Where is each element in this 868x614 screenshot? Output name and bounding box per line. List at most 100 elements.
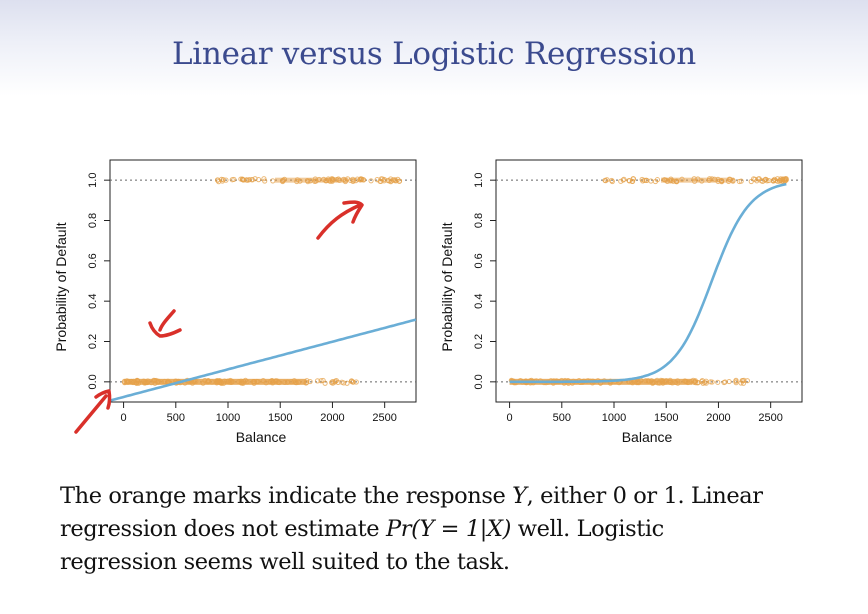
response-mark — [715, 379, 721, 385]
x-tick-label: 1000 — [216, 412, 240, 424]
response-marks-y1 — [214, 176, 403, 185]
response-mark — [609, 178, 615, 185]
response-band — [123, 378, 307, 385]
response-mark — [726, 378, 732, 385]
response-mark — [721, 379, 727, 386]
response-mark — [699, 378, 705, 385]
x-tick-label: 1500 — [268, 412, 292, 424]
plot-frame — [109, 159, 417, 403]
response-mark — [238, 176, 244, 182]
response-mark — [703, 380, 709, 386]
y-tick-label: 1.0 — [473, 173, 485, 188]
response-mark — [771, 176, 778, 182]
y-tick-label: 1.0 — [87, 173, 99, 188]
annotations — [74, 200, 364, 434]
caption-variable: Y — [512, 483, 527, 509]
caption-text: well. Logistic — [510, 516, 665, 542]
y-tick-label: 0.2 — [87, 334, 99, 349]
response-mark — [648, 178, 654, 184]
caption-line-3: regression seems well suited to the task… — [60, 549, 510, 575]
chart-panel-logistic: 0 500 1000 1500 2000 2500 0.0 0.2 0.4 0.6 0.8 1.0 Ba… — [439, 159, 803, 445]
x-tick-label: 1500 — [654, 412, 678, 424]
response-mark — [781, 176, 787, 182]
response-mark — [603, 178, 609, 184]
response-mark — [330, 380, 336, 386]
y-axis-label: Probability of Default — [439, 222, 455, 351]
response-mark — [377, 178, 383, 184]
x-tick-label: 0 — [507, 412, 513, 424]
response-mark — [738, 178, 744, 184]
response-mark — [368, 178, 374, 184]
response-mark — [620, 177, 626, 183]
response-band — [275, 177, 349, 183]
slide-title: Linear versus Logistic Regression — [172, 36, 696, 72]
response-mark — [630, 176, 637, 182]
caption-text: , either 0 or 1. Linear — [526, 483, 763, 509]
response-mark — [231, 176, 237, 183]
y-tick-label: 0.8 — [87, 213, 99, 228]
caption-line-1: The orange marks indicate the response Y… — [60, 480, 850, 513]
caption-line-2: regression does not estimate Pr(Y = 1|X)… — [60, 513, 850, 546]
response-mark — [641, 177, 648, 184]
annotation-arrow — [74, 389, 112, 434]
x-tick-label: 500 — [553, 412, 571, 424]
response-mark — [740, 380, 747, 386]
response-mark — [752, 176, 758, 182]
response-mark — [314, 378, 321, 384]
caption-text: regression does not estimate — [60, 516, 386, 542]
response-marks-y1 — [602, 176, 789, 185]
x-tick-label: 2000 — [320, 412, 344, 424]
response-mark — [318, 378, 324, 384]
y-tick-label: 0.6 — [87, 253, 99, 268]
response-mark — [252, 176, 258, 182]
response-mark — [762, 176, 769, 182]
x-tick-label: 2500 — [758, 412, 782, 424]
x-axis-label: Balance — [622, 429, 673, 445]
response-mark — [629, 178, 636, 185]
response-mark — [390, 177, 396, 183]
response-mark — [344, 380, 350, 386]
response-mark — [626, 178, 633, 184]
response-mark — [307, 378, 313, 385]
y-tick-label: 0.4 — [473, 294, 485, 309]
caption: The orange marks indicate the response Y… — [60, 480, 850, 579]
plot-frame — [495, 159, 803, 403]
y-tick-label: 0.2 — [473, 334, 485, 349]
x-tick-label: 1000 — [602, 412, 626, 424]
response-mark — [320, 377, 326, 384]
response-mark — [733, 377, 739, 383]
response-mark — [361, 177, 367, 183]
response-mark — [350, 177, 357, 184]
response-marks-y0 — [121, 377, 359, 386]
response-mark — [393, 178, 399, 184]
y-tick-label: 0.8 — [473, 213, 485, 228]
annotation-arrow — [316, 200, 364, 240]
annotation-arrow — [148, 309, 182, 338]
logistic-fit-curve — [509, 182, 787, 384]
x-tick-label: 0 — [121, 412, 127, 424]
response-mark — [216, 179, 222, 185]
x-tick-label: 500 — [167, 412, 185, 424]
caption-text: The orange marks indicate the response — [60, 483, 513, 509]
chart-panel-linear: 0 500 1000 1500 2000 2500 0.0 0.2 0.4 0.6 0.8 1.0 Ba… — [53, 159, 417, 445]
response-mark — [262, 178, 268, 184]
response-mark — [733, 380, 739, 386]
response-mark — [388, 176, 394, 182]
response-mark — [270, 178, 276, 184]
caption-math: Pr(Y = 1|X) — [385, 516, 511, 542]
y-tick-label: 0.0 — [473, 374, 485, 389]
title-band — [0, 0, 868, 96]
response-mark — [261, 176, 267, 182]
x-axis-label: Balance — [236, 429, 287, 445]
response-mark — [621, 176, 627, 182]
response-mark — [240, 177, 247, 183]
response-mark — [740, 378, 746, 384]
response-mark — [353, 379, 359, 385]
y-axis-label: Probability of Default — [53, 222, 69, 351]
response-mark — [244, 177, 250, 183]
y-tick-label: 0.4 — [87, 294, 99, 309]
response-mark — [333, 378, 340, 384]
response-mark — [644, 177, 650, 184]
y-tick-label: 0.0 — [87, 374, 99, 389]
